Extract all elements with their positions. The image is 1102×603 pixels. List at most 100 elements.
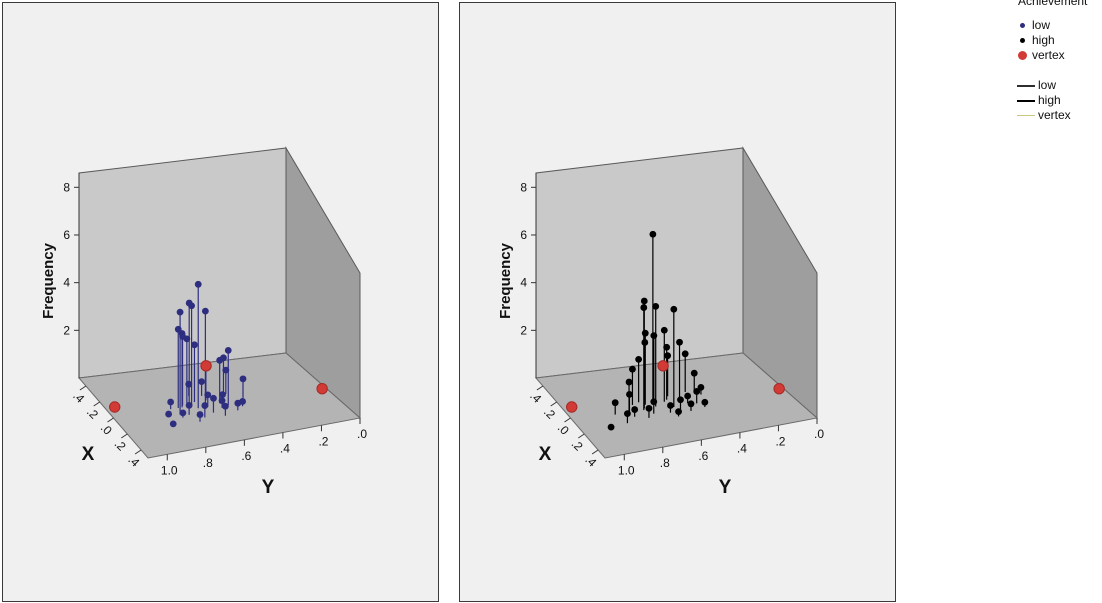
spike-point — [697, 383, 705, 391]
legend-line-swatch — [1017, 115, 1035, 116]
spike-point — [663, 343, 671, 351]
spike-point — [201, 307, 209, 315]
spike-point — [626, 390, 633, 398]
y-tick-label: .6 — [241, 449, 251, 463]
y-tick-label: .0 — [357, 427, 367, 441]
legend-marker-low — [1020, 22, 1025, 28]
spike-point — [219, 391, 226, 399]
spike-point — [222, 366, 230, 374]
x-tick — [79, 385, 87, 391]
spike-point — [667, 402, 674, 409]
x-tick-label: .4 — [70, 389, 87, 406]
x-tick-label: .0 — [98, 421, 115, 438]
frequency-tick-label: 2 — [63, 323, 70, 337]
spike-point — [687, 400, 695, 408]
spike-point — [664, 352, 672, 360]
spike-point — [179, 409, 187, 417]
spike-point — [185, 401, 193, 409]
spike-point — [676, 338, 683, 346]
chart-panel-high: 2 4 6 8 Frequency .4.2.0.2.4 X 1.0.8.6.4.2.0 Y — [459, 2, 896, 602]
y-tick-label: .4 — [280, 442, 290, 456]
legend: Achievement low high vertex low high vertex — [1010, 0, 1102, 140]
spike-point — [693, 388, 701, 395]
spike-point — [690, 369, 698, 377]
frequency-axis-label: Frequency — [40, 242, 57, 319]
x-tick-label: .4 — [582, 453, 599, 470]
vertex-point — [657, 360, 669, 372]
y-tick-label: 1.0 — [161, 463, 178, 477]
x-tick-label: .4 — [527, 389, 544, 406]
spike-point — [641, 329, 649, 337]
spike-point — [607, 423, 615, 431]
spike-point — [635, 355, 643, 363]
spike-point — [191, 341, 198, 349]
spike-point — [194, 280, 202, 288]
spike-point — [650, 398, 658, 406]
y-tick-label: .2 — [318, 434, 328, 448]
x-tick-label: .0 — [555, 421, 572, 438]
vertex-point — [109, 401, 121, 413]
legend-marker-high — [1020, 37, 1025, 43]
frequency-tick-label: 4 — [63, 276, 70, 290]
y-tick-label: .8 — [660, 456, 670, 470]
y-tick-label: 1.0 — [618, 463, 635, 477]
spike-point — [640, 297, 648, 305]
legend-line-swatch — [1017, 85, 1035, 87]
x-tick — [564, 417, 571, 423]
x-tick — [107, 417, 114, 423]
legend-label: low — [1032, 18, 1051, 32]
spike-point — [629, 365, 636, 373]
spike-point — [198, 378, 206, 386]
y-tick-label: .4 — [737, 442, 747, 456]
legend-line-swatch — [1017, 100, 1035, 102]
spike-point — [176, 308, 184, 316]
y-tick-label: .2 — [775, 434, 785, 448]
spike-point — [185, 299, 193, 307]
spike-point — [221, 402, 229, 410]
legend-title: Achievement — [1018, 0, 1088, 8]
spike-point — [701, 398, 709, 406]
spike-point — [681, 350, 689, 358]
spike-point — [216, 356, 224, 364]
frequency-tick-label: 8 — [63, 180, 70, 194]
vertex-point — [200, 360, 212, 372]
x-axis-label: X — [82, 444, 95, 465]
x-tick — [550, 401, 557, 407]
x-tick-label: .2 — [84, 405, 101, 422]
spike-point — [640, 304, 648, 311]
x-tick-label: .2 — [569, 437, 586, 454]
legend-label: high — [1038, 93, 1061, 107]
y-axis-label: Y — [262, 477, 275, 498]
spike-point — [684, 392, 692, 400]
x-tick-label: .2 — [112, 437, 129, 454]
frequency-axis-label: Frequency — [497, 242, 514, 319]
x-tick — [536, 385, 544, 391]
y-tick-label: .6 — [698, 449, 708, 463]
spike-point — [165, 410, 173, 418]
spike-point — [625, 378, 633, 386]
spike-point — [611, 399, 619, 407]
spike-point — [239, 375, 247, 383]
y-tick-label: .0 — [814, 427, 824, 441]
x-tick — [121, 433, 128, 439]
spike-point — [234, 399, 242, 407]
x-tick — [578, 433, 585, 439]
spike-point — [210, 394, 217, 402]
x-tick-label: .2 — [541, 405, 558, 422]
spike-point — [675, 408, 682, 416]
y-tick-label: .8 — [203, 456, 213, 470]
spike-point — [218, 397, 226, 405]
frequency-tick-label: 2 — [520, 323, 527, 337]
spike-point — [677, 396, 684, 404]
legend-marker-vertex — [1018, 50, 1027, 60]
spike-point — [652, 302, 660, 310]
spike-point — [670, 305, 678, 313]
legend-label: high — [1032, 33, 1055, 47]
x-axis-label: X — [539, 444, 552, 465]
legend-label: low — [1038, 78, 1057, 92]
chart-panel-low: 2 4 6 8 Frequency .4.2.0.2.4 X 1.0.8.6.4.2.0 Y — [2, 2, 439, 602]
vertex-point — [566, 401, 578, 413]
x-tick — [134, 449, 142, 455]
x-tick-label: .4 — [125, 453, 142, 470]
